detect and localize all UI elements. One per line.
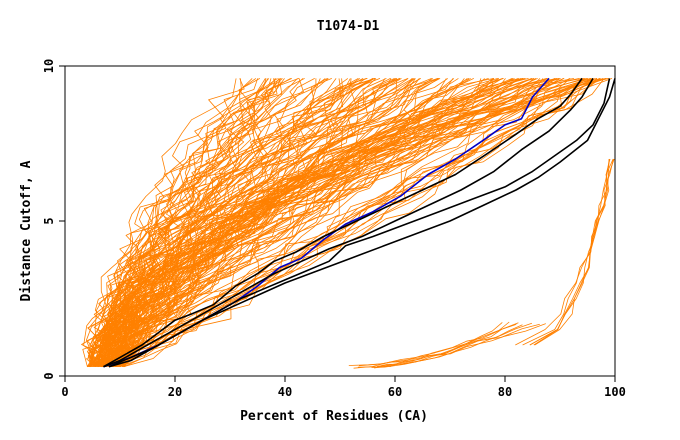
model-curve [124,78,455,367]
x-axis-label: Percent of Residues (CA) [240,409,428,424]
highlight-curves [103,77,616,368]
model-curve [83,78,414,367]
model-curve [101,78,361,367]
model-curve [515,158,610,346]
model-curve [358,321,510,367]
model-curve [96,78,538,367]
model-curve [534,158,615,346]
model-curve [95,78,600,367]
model-curve [533,158,614,346]
x-tick-label: 0 [61,385,68,399]
model-curve [105,78,498,367]
y-axis-label: Distance Cutoff, A [19,160,34,301]
model-curve [115,78,557,367]
y-axis-ticks: 0 5 10 [42,59,65,380]
model-curve [371,324,523,368]
model-curve [114,78,459,368]
x-axis-ticks: 0 20 40 60 80 100 [61,376,626,399]
model-curve [115,78,317,367]
chart-title: T1074-D1 [317,19,380,34]
model-curve [522,158,614,346]
model-curve [100,78,421,367]
model-curve [93,78,304,368]
x-tick-label: 80 [498,385,512,399]
model-curve [89,78,237,367]
model-curve [87,78,282,367]
model-curve [101,78,571,368]
model-curve [97,78,291,367]
model-curve [87,78,300,367]
x-tick-label: 100 [604,385,626,399]
highlight-curve-5 [108,78,611,368]
highlight-curve-2 [103,77,594,368]
y-tick-label: 5 [42,217,56,224]
model-curve [529,158,611,346]
model-curve [100,78,257,368]
model-curve [104,78,556,367]
model-curve [88,78,485,368]
model-curve [119,78,535,368]
y-tick-label: 10 [42,59,56,73]
model-curve [89,78,596,368]
model-curve [87,78,329,367]
model-curve [104,78,280,367]
model-curve [113,78,315,367]
model-curve [99,78,278,367]
x-tick-label: 20 [168,385,182,399]
model-curve [112,78,409,367]
model-curve [105,78,515,367]
model-curve [102,78,506,368]
highlight-curve-3 [103,77,583,368]
x-tick-label: 60 [388,385,402,399]
model-curve [93,78,561,368]
model-curve [378,322,503,368]
y-tick-label: 0 [42,372,56,379]
x-tick-label: 40 [278,385,292,399]
model-curve [116,78,304,367]
model-curve [357,323,546,368]
model-curve [119,78,474,367]
model-curve [110,78,608,368]
